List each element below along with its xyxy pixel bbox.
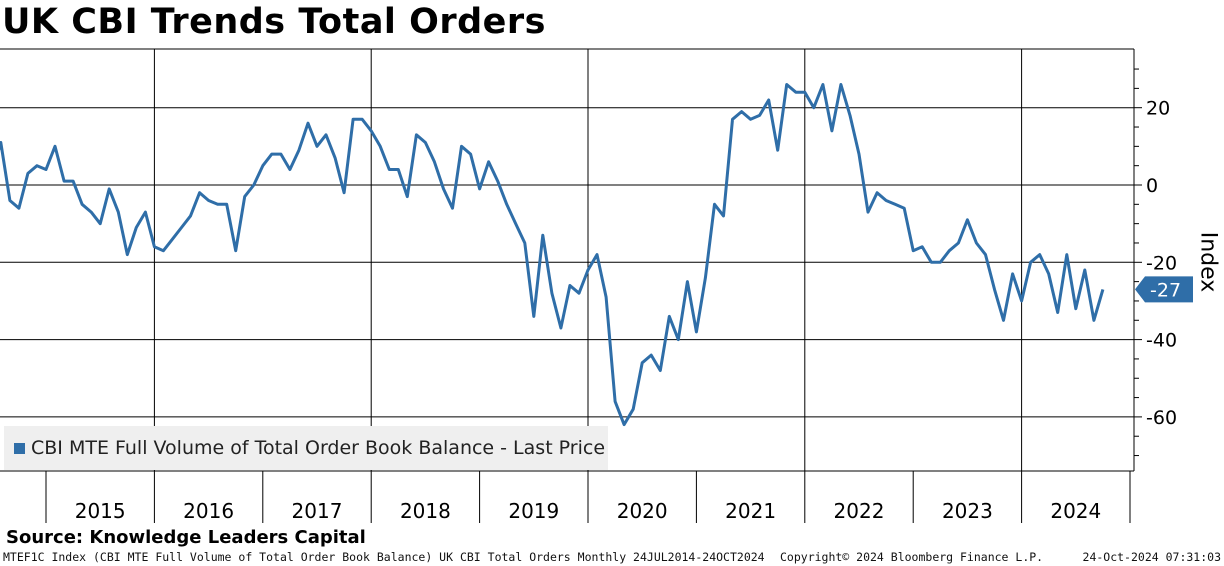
footer-timestamp: 24-Oct-2024 07:31:03 bbox=[1082, 550, 1221, 564]
y-tick-label: 20 bbox=[1146, 98, 1170, 120]
last-value-label: -27 bbox=[1150, 279, 1181, 301]
last-value-marker bbox=[1135, 276, 1193, 303]
footer-copyright: Copyright© 2024 Bloomberg Finance L.P. bbox=[780, 550, 1044, 564]
label-layer: 20 0 -20 -40 -60 2015 2016 2017 2018 2019 2020 2021… bbox=[75, 98, 1193, 523]
legend-swatch bbox=[14, 442, 25, 454]
x-tick-label: 2022 bbox=[834, 499, 885, 523]
x-tick-label: 2017 bbox=[292, 499, 343, 523]
x-tick-label: 2015 bbox=[75, 499, 126, 523]
chart-title: UK CBI Trends Total Orders bbox=[2, 2, 547, 42]
y-tick-label: -60 bbox=[1146, 407, 1177, 429]
x-tick-label: 2018 bbox=[400, 499, 451, 523]
grid-layer bbox=[0, 48, 1134, 471]
x-tick-label: 2023 bbox=[942, 499, 993, 523]
y-tick-label: -40 bbox=[1146, 330, 1177, 352]
x-tick-label: 2024 bbox=[1050, 499, 1101, 523]
source-note: Source: Knowledge Leaders Capital bbox=[6, 527, 366, 548]
line-layer bbox=[0, 83, 1105, 427]
last-value-callout: -27 bbox=[1135, 276, 1193, 303]
x-tick-label: 2020 bbox=[617, 499, 668, 523]
x-tick-label: 2021 bbox=[725, 499, 776, 523]
footer-series-info: MTEF1C Index (CBI MTE Full Volume of Tot… bbox=[3, 550, 765, 564]
axis-layer bbox=[0, 49, 1142, 523]
legend-label: CBI MTE Full Volume of Total Order Book … bbox=[31, 437, 606, 459]
y-tick-label: -20 bbox=[1146, 252, 1177, 274]
x-tick-label: 2019 bbox=[508, 499, 559, 523]
data-series-line bbox=[0, 83, 1105, 427]
legend: CBI MTE Full Volume of Total Order Book … bbox=[4, 426, 608, 470]
y-axis-label: Index bbox=[1195, 231, 1221, 293]
x-tick-label: 2016 bbox=[183, 499, 234, 523]
y-tick-label: 0 bbox=[1146, 175, 1158, 197]
